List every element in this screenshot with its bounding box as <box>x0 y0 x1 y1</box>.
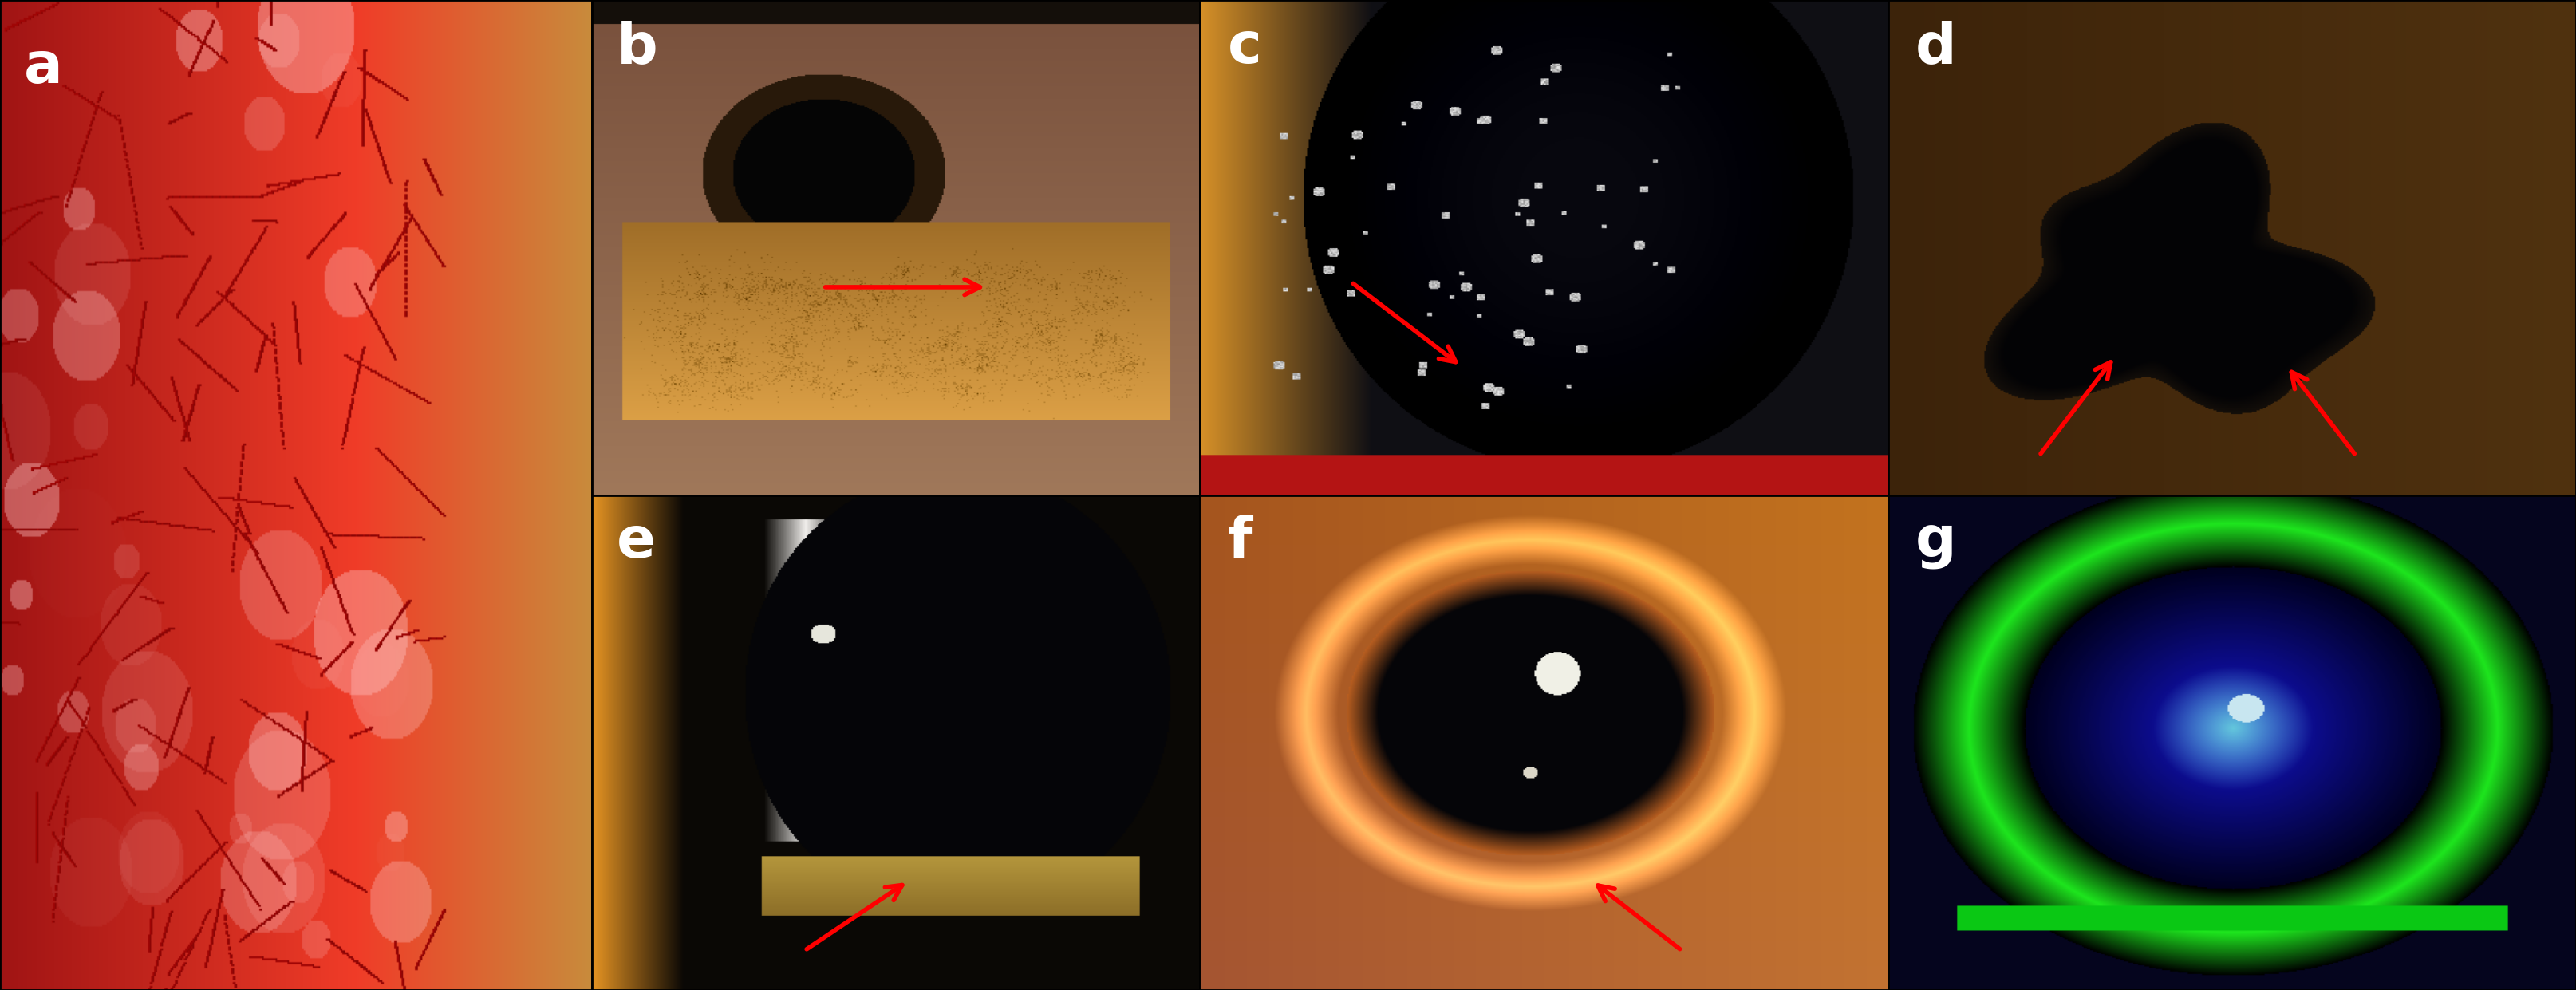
Text: d: d <box>1917 20 1958 75</box>
Text: c: c <box>1229 20 1262 75</box>
Text: a: a <box>23 40 62 95</box>
Text: f: f <box>1229 515 1252 570</box>
Text: b: b <box>616 20 657 75</box>
Text: e: e <box>616 515 654 570</box>
Text: g: g <box>1917 515 1958 570</box>
